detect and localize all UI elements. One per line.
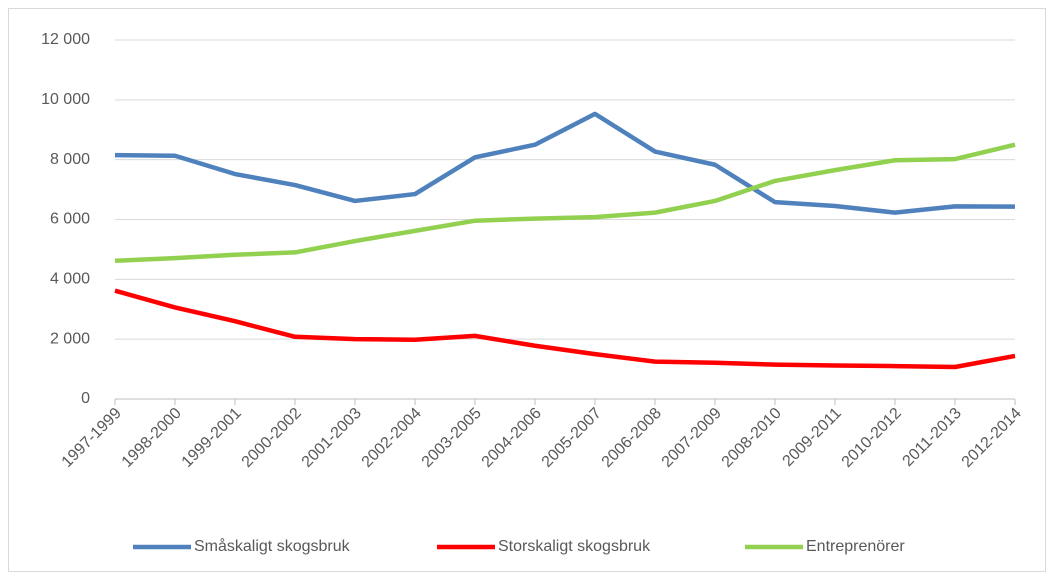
y-tick-label: 0 xyxy=(81,390,90,407)
y-tick-label: 10 000 xyxy=(41,91,90,108)
legend-label: Entreprenörer xyxy=(806,538,905,555)
series-line xyxy=(114,288,1016,370)
legend-label: Storskaligt skogsbruk xyxy=(498,538,651,555)
legend-label: Småskaligt skogsbruk xyxy=(194,537,351,555)
y-tick-label: 4 000 xyxy=(50,271,90,288)
y-tick-label: 8 000 xyxy=(50,151,90,168)
y-tick-label: 2 000 xyxy=(50,330,90,347)
series-line xyxy=(114,111,1016,215)
series-line xyxy=(114,142,1016,264)
y-tick-label: 12 000 xyxy=(41,31,90,48)
y-tick-label: 6 000 xyxy=(50,211,90,228)
chart-border xyxy=(8,8,1046,572)
